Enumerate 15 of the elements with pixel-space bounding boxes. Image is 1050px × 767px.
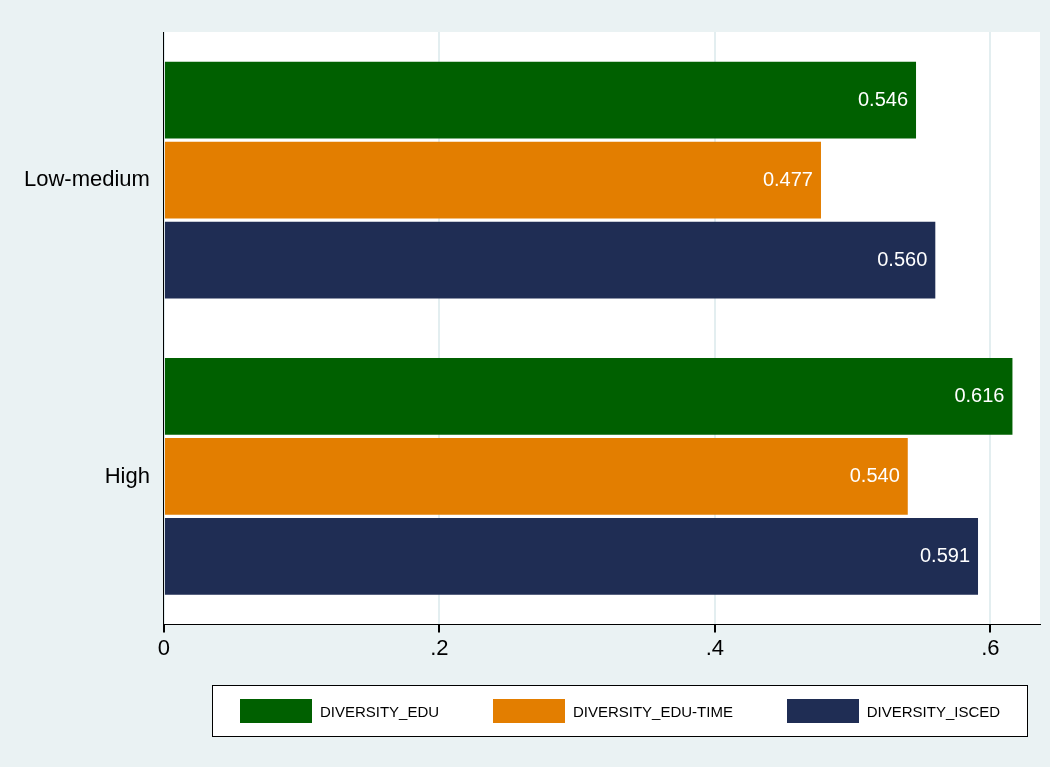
legend-label: DIVERSITY_EDU-TIME: [572, 702, 733, 720]
data-label: 0.560: [877, 247, 928, 270]
data-label: 0.546: [857, 87, 909, 110]
data-label: 0.591: [919, 543, 971, 566]
y-tick-label: Low-medium: [23, 166, 150, 192]
x-tick-label: .6: [981, 634, 1000, 660]
data-label: 0.540: [849, 463, 900, 486]
legend-label: DIVERSITY_EDU: [319, 702, 440, 720]
legend-label: DIVERSITY_ISCED: [866, 702, 1001, 720]
x-tick-label: .4: [705, 634, 725, 660]
x-tick-label: .2: [430, 634, 449, 660]
x-tick-label: 0: [157, 634, 171, 660]
y-tick-label: High: [104, 462, 150, 488]
data-label: 0.616: [954, 383, 1005, 406]
data-label: 0.477: [762, 167, 813, 190]
